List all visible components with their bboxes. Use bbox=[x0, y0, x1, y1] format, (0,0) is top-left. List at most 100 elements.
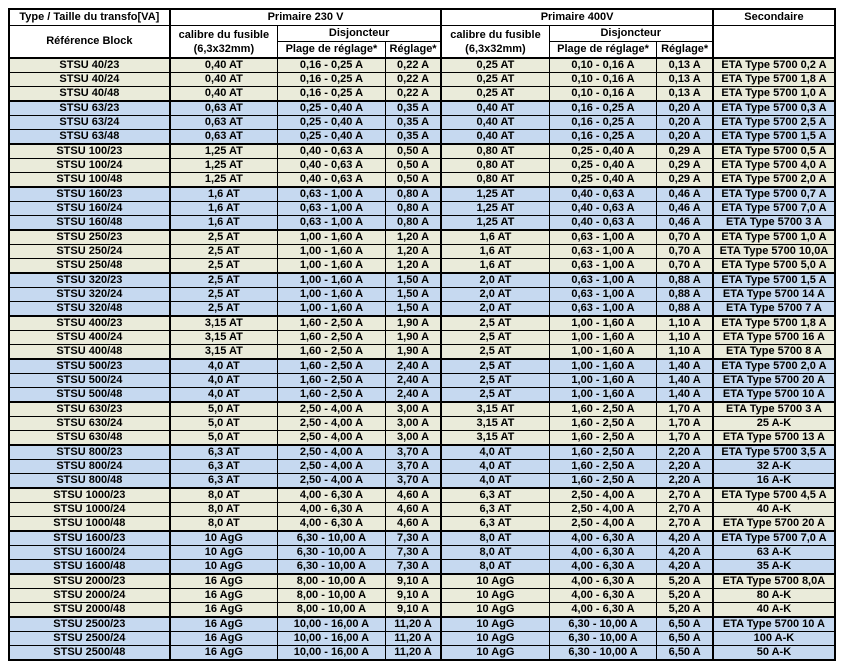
cell-range400: 6,30 - 10,00 A bbox=[548, 631, 658, 646]
cell-range400: 1,00 - 1,60 A bbox=[548, 373, 658, 388]
cell-set230: 0,35 A bbox=[384, 100, 442, 116]
cell-set400: 5,20 A bbox=[656, 602, 714, 618]
cell-ref: STSU 160/23 bbox=[8, 186, 171, 202]
table-row: STSU 2000/48 16 AgG 8,00 - 10,00 A 9,10 A 10… bbox=[8, 602, 836, 618]
cell-ref: STSU 250/48 bbox=[8, 258, 171, 274]
cell-range230: 1,60 - 2,50 A bbox=[277, 358, 386, 374]
cell-range230: 10,00 - 16,00 A bbox=[277, 631, 386, 646]
cell-set230: 0,22 A bbox=[384, 57, 442, 73]
table-row: STSU 1600/48 10 AgG 6,30 - 10,00 A 7,30 A 8,… bbox=[8, 559, 836, 575]
cell-ref: STSU 2000/23 bbox=[8, 573, 171, 589]
cell-ref: STSU 63/48 bbox=[8, 129, 171, 145]
cell-fuse400: 2,5 AT bbox=[440, 358, 550, 374]
cell-range230: 2,50 - 4,00 A bbox=[277, 430, 386, 446]
header-fuse-230-line1: calibre du fusible bbox=[178, 28, 270, 41]
cell-set230: 4,60 A bbox=[384, 502, 442, 517]
table-row: STSU 1600/24 10 AgG 6,30 - 10,00 A 7,30 A 8,… bbox=[8, 545, 836, 560]
cell-set400: 4,20 A bbox=[656, 545, 714, 560]
cell-fuse400: 2,0 AT bbox=[440, 301, 550, 317]
cell-set400: 1,40 A bbox=[656, 358, 714, 374]
cell-fuse230: 0,40 AT bbox=[168, 72, 279, 87]
cell-set400: 2,20 A bbox=[656, 459, 714, 474]
header-type-title: Type / Taille du transfo[VA] bbox=[8, 8, 171, 26]
cell-range230: 0,40 - 0,63 A bbox=[277, 158, 386, 173]
cell-set230: 1,50 A bbox=[384, 301, 442, 317]
cell-fuse400: 2,0 AT bbox=[440, 287, 550, 302]
cell-ref: STSU 63/23 bbox=[8, 100, 171, 116]
table-header: Type / Taille du transfo[VA] Primaire 23… bbox=[8, 8, 836, 59]
cell-fuse400: 0,40 AT bbox=[440, 100, 550, 116]
cell-set400: 4,20 A bbox=[656, 530, 714, 546]
cell-range230: 1,00 - 1,60 A bbox=[277, 258, 386, 274]
cell-set230: 1,20 A bbox=[384, 258, 442, 274]
cell-range230: 2,50 - 4,00 A bbox=[277, 416, 386, 431]
cell-range230: 0,63 - 1,00 A bbox=[277, 215, 386, 231]
cell-fuse400: 1,25 AT bbox=[440, 201, 550, 216]
cell-ref: STSU 250/24 bbox=[8, 244, 171, 259]
header-row-sections: Type / Taille du transfo[VA] Primaire 23… bbox=[8, 8, 836, 26]
cell-range230: 0,63 - 1,00 A bbox=[277, 201, 386, 216]
cell-range230: 6,30 - 10,00 A bbox=[277, 559, 386, 575]
table-row: STSU 630/48 5,0 AT 2,50 - 4,00 A 3,00 A 3,15… bbox=[8, 430, 836, 446]
cell-set400: 0,20 A bbox=[656, 115, 714, 130]
cell-range230: 1,00 - 1,60 A bbox=[277, 287, 386, 302]
header-reglage-230: Réglage* bbox=[384, 41, 442, 59]
cell-fuse230: 1,6 AT bbox=[168, 215, 279, 231]
cell-fuse230: 0,40 AT bbox=[168, 57, 279, 73]
cell-sec: ETA Type 5700 3,5 A bbox=[711, 444, 836, 460]
cell-ref: STSU 1000/48 bbox=[8, 516, 171, 532]
cell-set230: 1,90 A bbox=[384, 344, 442, 360]
cell-fuse400: 10 AgG bbox=[440, 602, 550, 618]
cell-range230: 0,63 - 1,00 A bbox=[277, 186, 386, 202]
cell-range230: 1,60 - 2,50 A bbox=[277, 315, 386, 331]
cell-fuse400: 8,0 AT bbox=[440, 559, 550, 575]
cell-range400: 0,40 - 0,63 A bbox=[548, 186, 658, 202]
cell-fuse400: 3,15 AT bbox=[440, 401, 550, 417]
cell-ref: STSU 800/24 bbox=[8, 459, 171, 474]
cell-range400: 2,50 - 4,00 A bbox=[548, 487, 658, 503]
cell-sec: ETA Type 5700 3 A bbox=[711, 215, 836, 231]
cell-set400: 1,40 A bbox=[656, 387, 714, 403]
cell-range230: 8,00 - 10,00 A bbox=[277, 588, 386, 603]
cell-sec: ETA Type 5700 1,8 A bbox=[711, 315, 836, 331]
cell-ref: STSU 40/24 bbox=[8, 72, 171, 87]
cell-fuse230: 1,25 AT bbox=[168, 143, 279, 159]
cell-set400: 0,46 A bbox=[656, 186, 714, 202]
cell-fuse230: 3,15 AT bbox=[168, 344, 279, 360]
cell-fuse400: 2,5 AT bbox=[440, 373, 550, 388]
cell-set230: 1,50 A bbox=[384, 272, 442, 288]
cell-fuse230: 1,6 AT bbox=[168, 201, 279, 216]
cell-range230: 1,00 - 1,60 A bbox=[277, 244, 386, 259]
cell-set400: 6,50 A bbox=[656, 616, 714, 632]
cell-sec: 35 A-K bbox=[711, 559, 836, 575]
cell-ref: STSU 2000/48 bbox=[8, 602, 171, 618]
header-fuse-230: calibre du fusible (6,3x32mm) bbox=[168, 25, 279, 59]
cell-fuse230: 16 AgG bbox=[168, 631, 279, 646]
cell-set400: 0,70 A bbox=[656, 258, 714, 274]
cell-fuse230: 1,25 AT bbox=[168, 158, 279, 173]
cell-range230: 0,16 - 0,25 A bbox=[277, 72, 386, 87]
cell-fuse230: 8,0 AT bbox=[168, 516, 279, 532]
header-primaire-230: Primaire 230 V bbox=[168, 8, 442, 26]
cell-ref: STSU 500/48 bbox=[8, 387, 171, 403]
cell-fuse400: 4,0 AT bbox=[440, 444, 550, 460]
table-row: STSU 320/48 2,5 AT 1,00 - 1,60 A 1,50 A 2,0 … bbox=[8, 301, 836, 317]
cell-set230: 11,20 A bbox=[384, 645, 442, 661]
cell-sec: ETA Type 5700 1,0 A bbox=[711, 86, 836, 102]
cell-sec: ETA Type 5700 16 A bbox=[711, 330, 836, 345]
table-row: STSU 320/23 2,5 AT 1,00 - 1,60 A 1,50 A 2,0 … bbox=[8, 272, 836, 288]
cell-ref: STSU 40/23 bbox=[8, 57, 171, 73]
table-row: STSU 250/23 2,5 AT 1,00 - 1,60 A 1,20 A 1,6 … bbox=[8, 229, 836, 245]
cell-set400: 0,29 A bbox=[656, 172, 714, 188]
cell-fuse400: 0,25 AT bbox=[440, 72, 550, 87]
table-row: STSU 500/24 4,0 AT 1,60 - 2,50 A 2,40 A 2,5 … bbox=[8, 373, 836, 388]
cell-fuse230: 6,3 AT bbox=[168, 459, 279, 474]
cell-sec: 40 A-K bbox=[711, 502, 836, 517]
table-row: STSU 40/48 0,40 AT 0,16 - 0,25 A 0,22 A 0,25… bbox=[8, 86, 836, 102]
cell-set230: 9,10 A bbox=[384, 602, 442, 618]
table-row: STSU 800/48 6,3 AT 2,50 - 4,00 A 3,70 A 4,0 … bbox=[8, 473, 836, 489]
cell-fuse400: 1,25 AT bbox=[440, 186, 550, 202]
table-row: STSU 2500/24 16 AgG 10,00 - 16,00 A 11,20 A… bbox=[8, 631, 836, 646]
cell-sec: 16 A-K bbox=[711, 473, 836, 489]
cell-range400: 0,10 - 0,16 A bbox=[548, 57, 658, 73]
